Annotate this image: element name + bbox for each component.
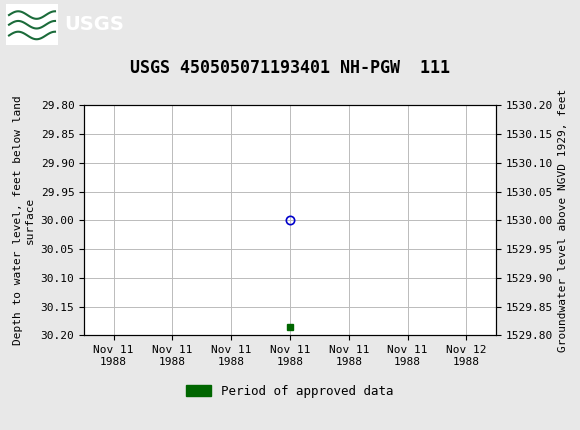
Y-axis label: Groundwater level above NGVD 1929, feet: Groundwater level above NGVD 1929, feet (559, 89, 568, 352)
Y-axis label: Depth to water level, feet below land
surface: Depth to water level, feet below land su… (13, 95, 35, 345)
Legend: Period of approved data: Period of approved data (181, 380, 399, 403)
Text: USGS 450505071193401 NH-PGW  111: USGS 450505071193401 NH-PGW 111 (130, 59, 450, 77)
Text: USGS: USGS (64, 15, 124, 34)
Bar (6, 4, 58, 45)
